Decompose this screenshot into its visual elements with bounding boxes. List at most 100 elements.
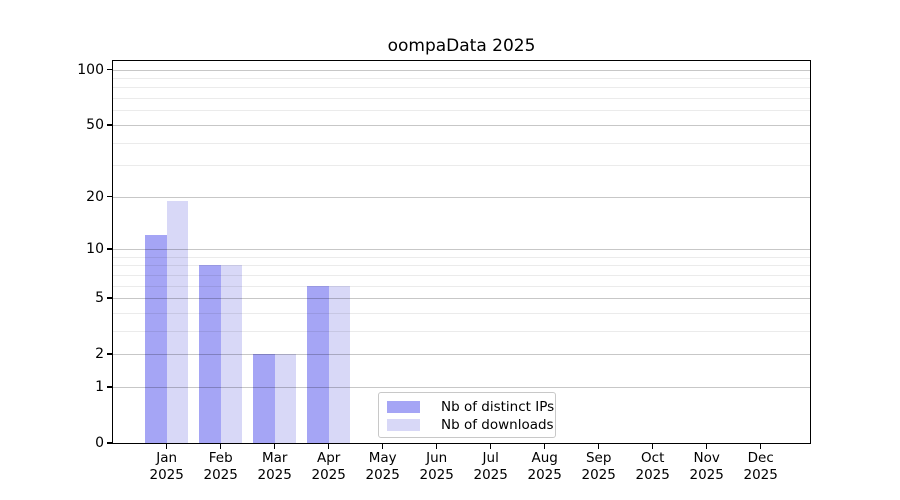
y-axis-tick-mark: [107, 353, 113, 355]
x-axis-tick-mark: [273, 443, 276, 449]
plot-area: [112, 60, 811, 444]
gridline-minor: [113, 256, 810, 258]
x-axis-tick-mark: [165, 443, 168, 449]
bar-downloads-mar-2025: [274, 354, 297, 443]
gridline-minor: [113, 312, 810, 314]
y-axis-tick-label: 10: [86, 240, 104, 257]
x-axis-tick-label: Aug 2025: [517, 450, 573, 484]
month-label: Jul: [482, 450, 499, 466]
bar-downloads-feb-2025: [220, 265, 243, 443]
month-label: Nov: [693, 450, 720, 466]
x-axis-tick-mark: [435, 443, 438, 449]
legend: Nb of distinct IPs Nb of downloads: [378, 392, 556, 438]
gridline-major: [113, 248, 810, 250]
month-label: Jun: [426, 450, 448, 466]
y-axis-tick-mark: [107, 124, 113, 126]
x-axis-tick-label: Dec 2025: [733, 450, 789, 484]
y-axis-tick-mark: [107, 386, 113, 388]
gridline-major: [113, 124, 810, 126]
bar-distinct-ips-jan-2025: [145, 235, 167, 443]
gridline-major: [113, 298, 810, 300]
y-axis-tick-label: 50: [86, 116, 104, 133]
x-axis-tick-label: Jan 2025: [139, 450, 195, 484]
x-axis-tick-mark: [759, 443, 762, 449]
legend-swatch-distinct-ips: [387, 401, 420, 413]
x-axis-tick-label: Jun 2025: [409, 450, 465, 484]
year-label: 2025: [473, 467, 508, 483]
x-axis-tick-mark: [381, 443, 384, 449]
gridline-minor: [113, 330, 810, 332]
legend-swatch-downloads: [387, 419, 420, 431]
year-label: 2025: [311, 467, 346, 483]
x-axis-tick-mark: [543, 443, 546, 449]
chart-title: oompaData 2025: [387, 36, 536, 56]
gridline-major: [113, 69, 810, 71]
x-axis-tick-label: Nov 2025: [679, 450, 735, 484]
month-label: May: [368, 450, 397, 466]
gridline-minor: [113, 285, 810, 287]
year-label: 2025: [419, 467, 454, 483]
year-label: 2025: [365, 467, 400, 483]
x-axis-tick-label: Oct 2025: [625, 450, 681, 484]
bar-distinct-ips-feb-2025: [199, 265, 221, 443]
x-axis-tick-mark: [327, 443, 330, 449]
y-axis-tick-label: 20: [86, 188, 104, 205]
year-label: 2025: [581, 467, 616, 483]
y-axis-tick-mark: [107, 248, 113, 250]
bar-distinct-ips-apr-2025: [307, 285, 329, 443]
year-label: 2025: [149, 467, 184, 483]
month-label: Aug: [531, 450, 558, 466]
gridline-major: [113, 354, 810, 356]
gridline-minor: [113, 165, 810, 167]
y-axis-tick-mark: [107, 442, 113, 444]
gridline-minor: [113, 265, 810, 267]
gridline-minor: [113, 110, 810, 112]
month-label: Sep: [585, 450, 612, 466]
legend-row-downloads: Nb of downloads: [379, 416, 555, 434]
year-label: 2025: [689, 467, 724, 483]
month-label: Jan: [156, 450, 178, 466]
x-axis-tick-mark: [219, 443, 222, 449]
month-label: Oct: [641, 450, 665, 466]
x-axis-tick-label: May 2025: [355, 450, 411, 484]
gridline-minor: [113, 87, 810, 89]
y-axis-tick-label: 0: [95, 435, 104, 451]
x-axis-tick-mark: [651, 443, 654, 449]
y-axis-tick-label: 100: [77, 61, 104, 78]
gridline-minor: [113, 78, 810, 80]
bar-downloads-jan-2025: [166, 200, 189, 443]
year-label: 2025: [203, 467, 238, 483]
year-label: 2025: [743, 467, 778, 483]
y-axis-tick-mark: [107, 195, 113, 198]
bar-downloads-apr-2025: [328, 285, 351, 443]
month-label: Mar: [261, 450, 288, 466]
x-axis-tick-mark: [597, 443, 600, 449]
month-label: Dec: [747, 450, 774, 466]
year-label: 2025: [635, 467, 670, 483]
y-axis-tick-label: 5: [95, 290, 104, 307]
x-axis-tick-label: Mar 2025: [247, 450, 303, 484]
year-label: 2025: [257, 467, 292, 483]
y-axis-tick-mark: [107, 297, 113, 299]
x-axis-tick-label: Feb 2025: [193, 450, 249, 484]
gridline-major: [113, 196, 810, 198]
y-axis-tick-label: 1: [95, 378, 104, 395]
x-axis-tick-label: Sep 2025: [571, 450, 627, 484]
legend-label-distinct-ips: Nb of distinct IPs: [441, 399, 555, 415]
month-label: Apr: [317, 450, 341, 466]
y-axis-tick-label: 2: [95, 346, 104, 363]
year-label: 2025: [527, 467, 562, 483]
legend-row-distinct-ips: Nb of distinct IPs: [379, 398, 555, 416]
gridline-major: [113, 386, 810, 388]
bar-distinct-ips-mar-2025: [253, 354, 275, 443]
legend-label-downloads: Nb of downloads: [441, 417, 554, 433]
x-axis-tick-label: Jul 2025: [463, 450, 519, 484]
gridline-minor: [113, 98, 810, 100]
gridline-minor: [113, 142, 810, 144]
x-axis-tick-mark: [705, 443, 708, 449]
x-axis-tick-label: Apr 2025: [301, 450, 357, 484]
y-axis-tick-mark: [107, 68, 113, 71]
month-label: Feb: [208, 450, 233, 466]
gridline-minor: [113, 274, 810, 276]
